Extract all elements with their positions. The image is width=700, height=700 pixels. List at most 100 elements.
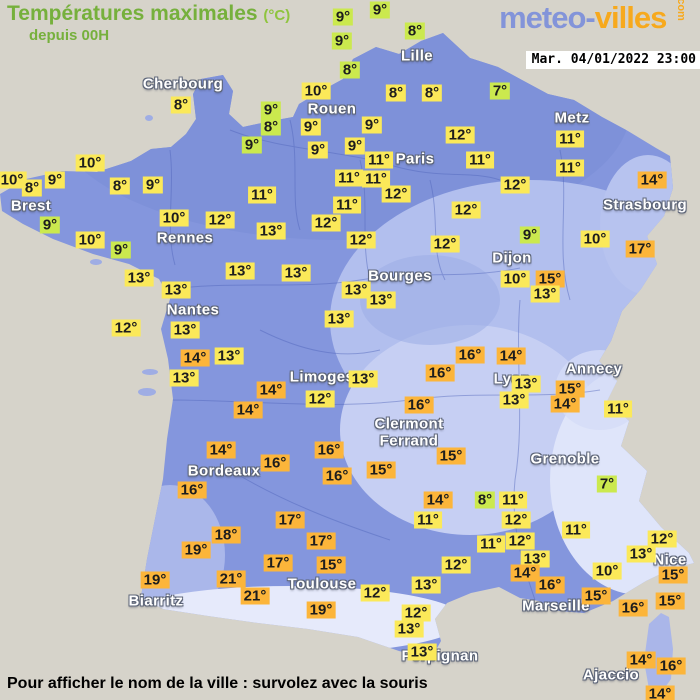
temp-label[interactable]: 12°	[430, 235, 460, 253]
temp-label[interactable]: 12°	[111, 319, 141, 337]
temp-label[interactable]: 9°	[369, 1, 391, 19]
temp-label[interactable]: 12°	[441, 556, 471, 574]
corsica-landmass[interactable]	[644, 613, 673, 696]
temp-label[interactable]: 13°	[411, 576, 441, 594]
temp-label[interactable]: 12°	[647, 530, 677, 548]
temp-label[interactable]: 19°	[306, 601, 336, 619]
temp-label[interactable]: 13°	[281, 264, 311, 282]
temp-label[interactable]: 13°	[169, 369, 199, 387]
temp-label[interactable]: 17°	[625, 240, 655, 258]
temp-label[interactable]: 10°	[500, 270, 530, 288]
temp-label[interactable]: 13°	[626, 545, 656, 563]
temp-label[interactable]: 8°	[21, 179, 43, 197]
temp-label[interactable]: 16°	[314, 441, 344, 459]
temp-label[interactable]: 16°	[404, 396, 434, 414]
temp-label[interactable]: 12°	[311, 214, 341, 232]
temp-label[interactable]: 10°	[301, 82, 331, 100]
temp-label[interactable]: 10°	[0, 171, 27, 189]
temp-label[interactable]: 8°	[170, 96, 192, 114]
temp-label[interactable]: 12°	[360, 584, 390, 602]
temp-label[interactable]: 9°	[519, 226, 541, 244]
temp-label[interactable]: 12°	[501, 511, 531, 529]
temp-label[interactable]: 11°	[477, 535, 505, 553]
temp-label[interactable]: 9°	[344, 137, 366, 155]
temp-label[interactable]: 7°	[489, 82, 511, 100]
temp-label[interactable]: 14°	[496, 347, 526, 365]
temp-label[interactable]: 11°	[499, 491, 527, 509]
temp-label[interactable]: 9°	[260, 101, 282, 119]
temp-label[interactable]: 16°	[656, 657, 686, 675]
temp-label[interactable]: 13°	[530, 285, 560, 303]
temp-label[interactable]: 9°	[142, 176, 164, 194]
temp-label[interactable]: 18°	[211, 526, 241, 544]
temp-label[interactable]: 12°	[346, 231, 376, 249]
temp-label[interactable]: 13°	[256, 222, 286, 240]
temp-label[interactable]: 13°	[520, 550, 550, 568]
temp-label[interactable]: 14°	[206, 441, 236, 459]
temp-label[interactable]: 13°	[170, 321, 200, 339]
temp-label[interactable]: 15°	[555, 380, 585, 398]
temp-label[interactable]: 9°	[361, 116, 383, 134]
temp-label[interactable]: 17°	[306, 532, 336, 550]
temp-label[interactable]: 21°	[216, 570, 246, 588]
temp-label[interactable]: 14°	[510, 564, 540, 582]
temp-label[interactable]: 9°	[44, 171, 66, 189]
temp-label[interactable]: 15°	[535, 270, 565, 288]
temp-label[interactable]: 8°	[474, 491, 496, 509]
temp-label[interactable]: 11°	[466, 151, 494, 169]
temp-label[interactable]: 14°	[233, 401, 263, 419]
temp-label[interactable]: 15°	[316, 556, 346, 574]
temp-label[interactable]: 11°	[335, 169, 363, 187]
temp-label[interactable]: 9°	[307, 141, 329, 159]
temp-label[interactable]: 9°	[332, 8, 354, 26]
temp-label[interactable]: 13°	[499, 391, 529, 409]
temp-label[interactable]: 14°	[256, 381, 286, 399]
temp-label[interactable]: 12°	[451, 201, 481, 219]
temp-label[interactable]: 11°	[604, 400, 632, 418]
temp-label[interactable]: 11°	[248, 186, 276, 204]
temp-label[interactable]: 13°	[511, 375, 541, 393]
temp-label[interactable]: 15°	[658, 566, 688, 584]
temp-label[interactable]: 13°	[407, 643, 437, 661]
temp-label[interactable]: 12°	[401, 604, 431, 622]
temp-label[interactable]: 10°	[592, 562, 622, 580]
temp-label[interactable]: 14°	[550, 395, 580, 413]
temp-label[interactable]: 12°	[500, 176, 530, 194]
temp-label[interactable]: 7°	[596, 475, 618, 493]
temp-label[interactable]: 8°	[421, 84, 443, 102]
temp-label[interactable]: 11°	[414, 511, 442, 529]
temp-label[interactable]: 13°	[366, 291, 396, 309]
temp-label[interactable]: 9°	[110, 241, 132, 259]
temp-label[interactable]: 13°	[341, 281, 371, 299]
temp-label[interactable]: 11°	[362, 170, 390, 188]
temp-label[interactable]: 9°	[331, 32, 353, 50]
temp-label[interactable]: 21°	[240, 587, 270, 605]
temp-label[interactable]: 9°	[241, 136, 263, 154]
meteo-villes-logo[interactable]: meteo-villes .com	[499, 0, 692, 36]
temp-label[interactable]: 13°	[124, 269, 154, 287]
temp-label[interactable]: 14°	[423, 491, 453, 509]
temp-label[interactable]: 8°	[385, 84, 407, 102]
temp-label[interactable]: 16°	[322, 467, 352, 485]
temp-label[interactable]: 17°	[275, 511, 305, 529]
temp-label[interactable]: 8°	[404, 22, 426, 40]
temp-label[interactable]: 19°	[140, 571, 170, 589]
temp-label[interactable]: 8°	[109, 177, 131, 195]
temp-label[interactable]: 14°	[637, 171, 667, 189]
temp-label[interactable]: 10°	[75, 231, 105, 249]
temp-label[interactable]: 12°	[505, 532, 535, 550]
temp-label[interactable]: 17°	[263, 554, 293, 572]
temp-label[interactable]: 13°	[214, 347, 244, 365]
temp-label[interactable]: 15°	[581, 587, 611, 605]
temp-label[interactable]: 16°	[177, 481, 207, 499]
temp-label[interactable]: 11°	[333, 196, 361, 214]
temp-label[interactable]: 12°	[205, 211, 235, 229]
temp-label[interactable]: 10°	[75, 154, 105, 172]
temp-label[interactable]: 13°	[394, 620, 424, 638]
temp-label[interactable]: 11°	[556, 130, 584, 148]
temp-label[interactable]: 8°	[260, 118, 282, 136]
temp-label[interactable]: 11°	[556, 159, 584, 177]
temp-label[interactable]: 13°	[324, 310, 354, 328]
temp-label[interactable]: 16°	[260, 454, 290, 472]
temp-label[interactable]: 14°	[645, 685, 675, 700]
